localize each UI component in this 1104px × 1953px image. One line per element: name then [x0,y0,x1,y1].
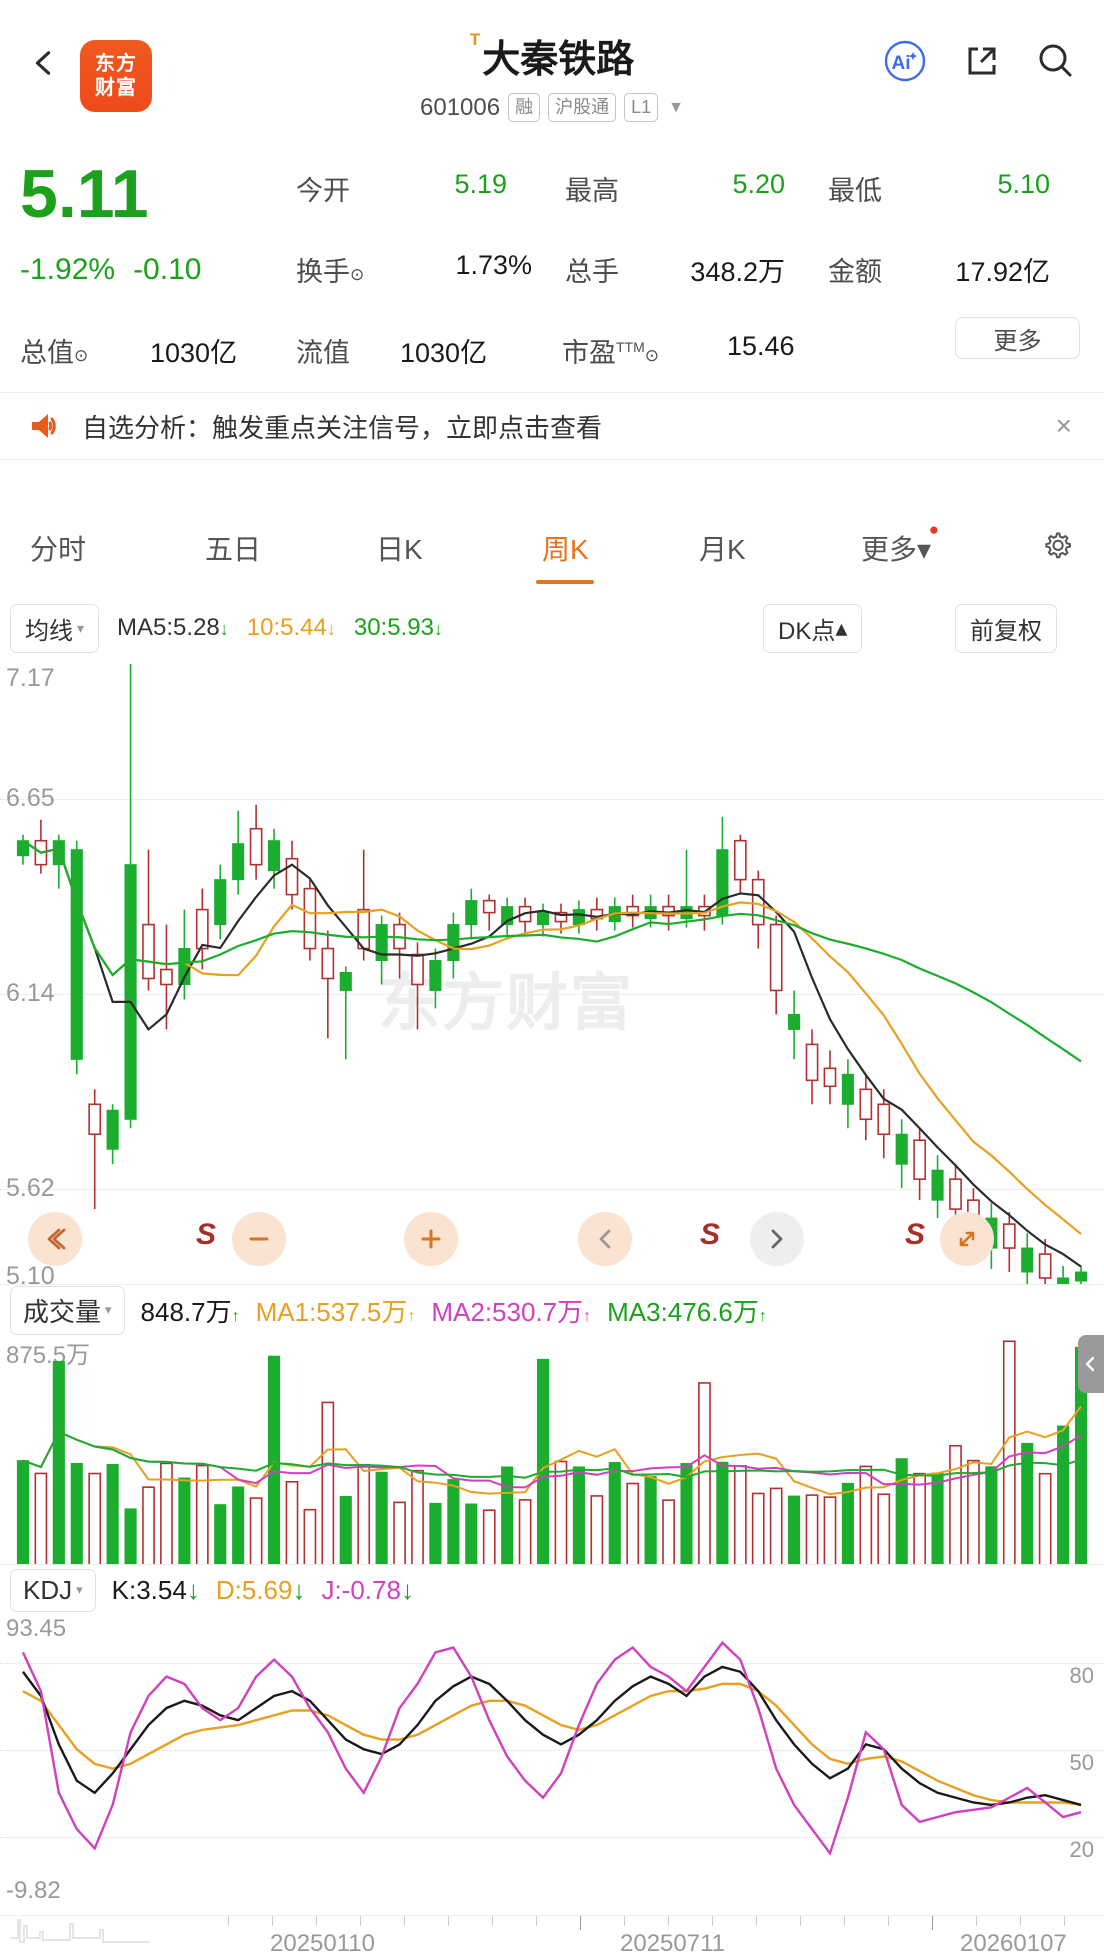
svg-text:Ai: Ai [892,53,911,74]
